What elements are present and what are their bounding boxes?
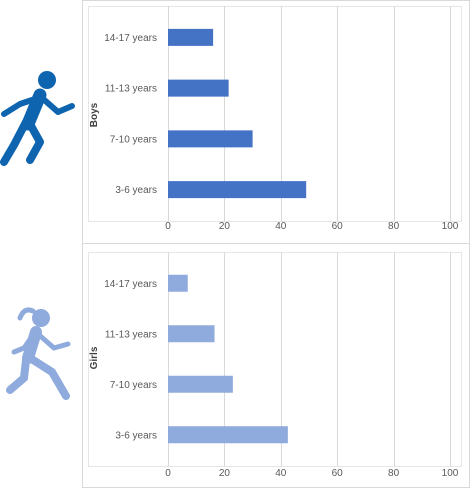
bar-chart-0: 0 20 40 60 80 100 14-17 years 11-13 years 7-10 y… xyxy=(88,6,462,232)
chart-panels: 0 20 40 60 80 100 14-17 years 11-13 years 7-10 y… xyxy=(88,6,462,479)
category-label: 7-10 years xyxy=(110,380,157,391)
running-boy-icon xyxy=(0,71,75,166)
x-tick-label: 100 xyxy=(442,221,459,232)
running-girl-icon xyxy=(6,307,71,400)
x-tick-label: 20 xyxy=(219,468,231,479)
bar xyxy=(168,274,188,292)
plot-area xyxy=(88,6,462,222)
bar xyxy=(168,426,288,444)
category-label: 11-13 years xyxy=(105,329,157,340)
panel-label: Girls xyxy=(89,346,100,369)
x-tick-label: 100 xyxy=(442,468,459,479)
bar-chart-1: 0 20 40 60 80 100 14-17 years 11-13 years 7-10 y… xyxy=(88,252,462,479)
bar xyxy=(168,325,215,343)
x-tick-label: 0 xyxy=(165,468,171,479)
bar xyxy=(168,79,229,97)
category-label: 11-13 years xyxy=(105,84,157,95)
bar xyxy=(168,130,253,148)
category-label: 14-17 years xyxy=(104,279,157,290)
category-label: 7-10 years xyxy=(110,134,157,145)
x-tick-label: 40 xyxy=(275,221,287,232)
x-tick-label: 80 xyxy=(388,221,400,232)
category-label: 3-6 years xyxy=(115,430,157,441)
x-tick-label: 80 xyxy=(388,468,400,479)
x-tick-label: 40 xyxy=(275,468,287,479)
category-label: 14-17 years xyxy=(104,33,157,44)
x-tick-label: 60 xyxy=(332,468,344,479)
x-tick-label: 20 xyxy=(219,221,231,232)
plot-area xyxy=(88,252,462,467)
x-tick-label: 60 xyxy=(332,221,344,232)
x-tick-label: 0 xyxy=(165,221,171,232)
bar xyxy=(168,375,233,393)
bar xyxy=(168,28,214,46)
bar xyxy=(168,181,307,199)
category-label: 3-6 years xyxy=(115,185,157,196)
panel-label: Boys xyxy=(89,102,100,127)
